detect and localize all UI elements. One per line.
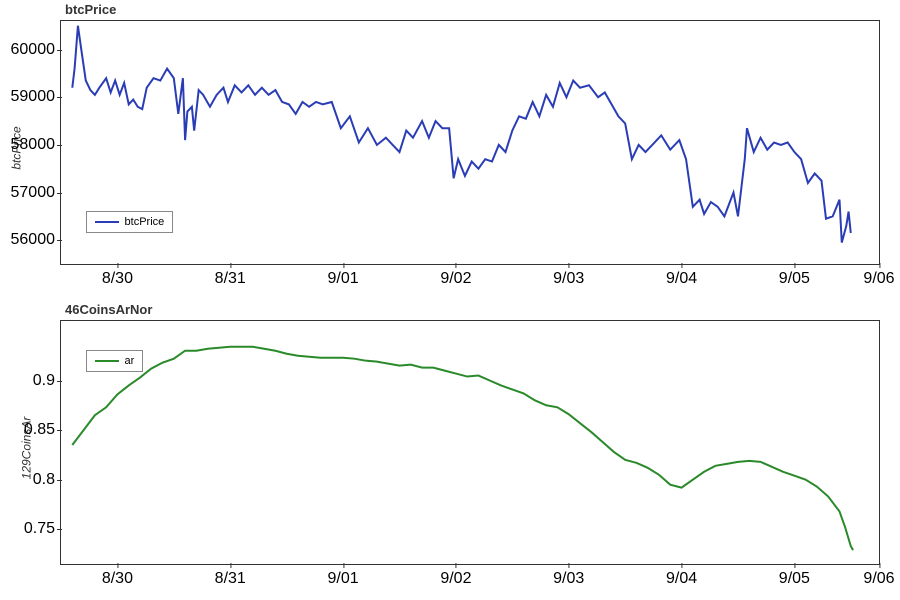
x-tick-label: 9/05 [779, 564, 810, 588]
y-tick-label: 59000 [11, 88, 62, 106]
y-tick-label: 60000 [11, 41, 62, 59]
top-legend: btcPrice [86, 211, 174, 233]
y-tick-label: 58000 [11, 136, 62, 154]
bottom-line-svg [61, 321, 879, 564]
y-tick-label: 57000 [11, 184, 62, 202]
x-tick-label: 9/02 [440, 264, 471, 288]
top-line-svg [61, 21, 879, 264]
bottom-legend-label: ar [125, 355, 135, 367]
y-tick-label: 0.85 [24, 421, 61, 439]
x-tick-label: 9/05 [779, 264, 810, 288]
x-tick-label: 8/30 [102, 264, 133, 288]
x-tick-label: 8/31 [215, 264, 246, 288]
x-tick-label: 9/01 [327, 264, 358, 288]
bottom-legend-swatch [95, 360, 119, 362]
top-plot-area: btcPrice 56000570005800059000600008/308/… [60, 20, 880, 265]
x-tick-label: 9/04 [666, 564, 697, 588]
x-tick-label: 9/01 [327, 564, 358, 588]
bottom-legend: ar [86, 350, 144, 372]
x-tick-label: 9/04 [666, 264, 697, 288]
x-tick-label: 9/03 [553, 564, 584, 588]
x-tick-label: 8/30 [102, 564, 133, 588]
bottom-chart-title: 46CoinsArNor [65, 302, 152, 317]
y-tick-label: 0.8 [33, 471, 61, 489]
y-tick-label: 56000 [11, 231, 62, 249]
top-chart-title: btcPrice [65, 2, 116, 17]
top-chart-panel: btcPrice btcPrice btcPrice 5600057000580… [0, 0, 900, 295]
x-tick-label: 9/02 [440, 564, 471, 588]
bottom-chart-panel: 46CoinsArNor 129CoinsAr ar 0.750.80.850.… [0, 300, 900, 595]
top-legend-swatch [95, 221, 119, 223]
x-tick-label: 9/03 [553, 264, 584, 288]
top-legend-label: btcPrice [125, 216, 165, 228]
bottom-plot-area: ar 0.750.80.850.98/308/319/019/029/039/0… [60, 320, 880, 565]
x-tick-label: 9/06 [863, 264, 894, 288]
y-tick-label: 0.9 [33, 372, 61, 390]
y-tick-label: 0.75 [24, 520, 61, 538]
x-tick-label: 9/06 [863, 564, 894, 588]
x-tick-label: 8/31 [215, 564, 246, 588]
